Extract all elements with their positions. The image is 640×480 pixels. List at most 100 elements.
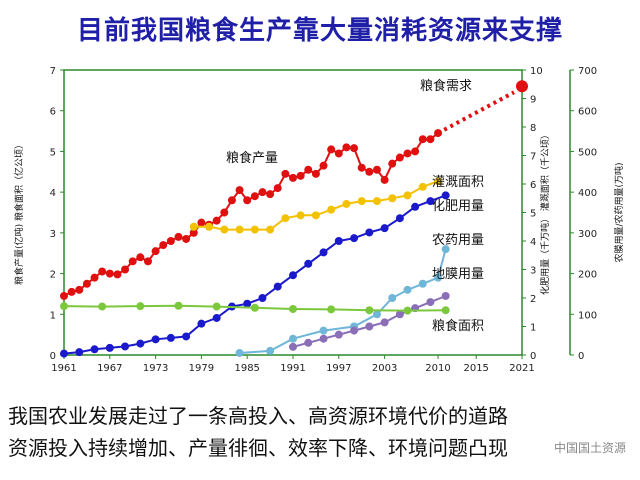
data-point — [395, 153, 404, 162]
left-axis-label: 粮食产量(亿吨) 粮食面积（亿公顷） — [13, 140, 25, 285]
left-tick-label: 6 — [50, 107, 56, 118]
data-point — [75, 285, 84, 294]
data-point — [327, 305, 336, 314]
data-point — [105, 269, 114, 278]
left-tick-label: 7 — [50, 66, 56, 77]
data-point — [441, 291, 450, 300]
data-point — [143, 257, 152, 266]
data-point — [327, 145, 336, 154]
data-point — [266, 190, 275, 199]
right1-tick-label: 0 — [530, 351, 536, 362]
data-point — [319, 248, 328, 257]
data-point — [403, 306, 412, 315]
x-tick-label: 1961 — [51, 363, 76, 374]
right2-tick-label: 700 — [578, 66, 597, 77]
data-point — [98, 267, 107, 276]
x-tick-label: 2021 — [509, 363, 534, 374]
right1-axis-label: 化肥用量（千万吨） 灌溉面积（千公顷） — [539, 130, 551, 295]
data-point — [266, 346, 275, 355]
right2-tick-label: 0 — [578, 351, 584, 362]
data-point — [166, 237, 175, 245]
x-tick-label: 2010 — [425, 363, 450, 374]
data-point — [388, 194, 397, 203]
data-point — [159, 241, 168, 250]
data-point — [166, 333, 175, 342]
data-point — [105, 343, 114, 352]
data-point — [434, 273, 443, 282]
data-point — [189, 222, 198, 231]
data-point — [289, 342, 297, 351]
right1-tick-label: 8 — [530, 123, 536, 134]
series-粮食面积 — [60, 301, 450, 315]
data-point — [235, 225, 244, 234]
data-point — [235, 186, 244, 195]
left-tick-label: 4 — [50, 188, 56, 199]
data-point — [281, 169, 290, 178]
data-point — [212, 313, 221, 322]
series-line — [193, 180, 439, 231]
x-tick-label: 1997 — [326, 363, 351, 374]
x-tick-label: 1991 — [280, 363, 305, 374]
data-point — [372, 165, 381, 174]
x-tick-label: 1973 — [143, 363, 168, 374]
data-point — [365, 306, 374, 315]
data-point — [319, 161, 328, 170]
right2-tick-label: 500 — [578, 147, 597, 158]
data-point — [411, 202, 420, 211]
data-point — [441, 245, 450, 254]
data-point — [205, 222, 214, 231]
data-point — [395, 214, 404, 223]
data-point — [258, 294, 267, 302]
data-point — [82, 279, 91, 288]
data-point — [121, 342, 130, 351]
right2-axis-label: 农膜用量/农药用量(万吨) — [613, 162, 625, 262]
data-point — [197, 319, 206, 328]
data-point — [365, 322, 374, 331]
series-化肥用量 — [60, 191, 450, 358]
data-point — [372, 310, 381, 319]
right1-tick-label: 3 — [530, 266, 536, 277]
data-point — [98, 302, 107, 311]
data-point — [235, 348, 244, 357]
chart: 0123456701234567891001002003004005006007… — [13, 66, 625, 374]
series-label: 化肥用量 — [432, 199, 484, 214]
data-point — [136, 253, 145, 262]
right2-tick-label: 100 — [578, 310, 597, 321]
data-point — [90, 273, 99, 282]
x-tick-label: 2015 — [463, 363, 488, 374]
data-point — [395, 310, 404, 319]
data-point — [136, 339, 145, 348]
data-point — [357, 197, 366, 206]
data-point — [174, 232, 183, 241]
data-point — [357, 163, 366, 172]
data-point — [273, 184, 282, 193]
data-point — [121, 265, 130, 274]
x-tick-label: 1985 — [234, 363, 259, 374]
x-tick-label: 1967 — [97, 363, 122, 374]
series-label: 农药用量 — [432, 233, 484, 248]
projection-endpoint — [516, 80, 528, 93]
data-point — [380, 318, 389, 327]
left-tick-label: 1 — [50, 310, 56, 321]
data-point — [380, 175, 389, 184]
data-point — [372, 197, 381, 206]
data-point — [418, 182, 427, 191]
data-point — [189, 228, 198, 237]
data-point — [426, 298, 435, 307]
right1-tick-label: 1 — [530, 323, 536, 334]
data-point — [342, 199, 351, 208]
series-灌溉面积 — [189, 177, 443, 234]
data-point — [212, 302, 221, 311]
data-point — [273, 282, 282, 291]
series-label: 地膜用量 — [432, 267, 484, 282]
data-point — [266, 225, 275, 234]
data-point — [296, 171, 305, 180]
left-tick-label: 5 — [50, 147, 56, 158]
data-point — [311, 211, 320, 220]
data-point — [350, 144, 359, 153]
data-point — [403, 285, 412, 294]
right1-tick-label: 5 — [530, 209, 536, 220]
right1-tick-label: 9 — [530, 95, 536, 106]
watermark: 中国国土资源 — [549, 438, 630, 457]
data-point — [289, 271, 297, 280]
